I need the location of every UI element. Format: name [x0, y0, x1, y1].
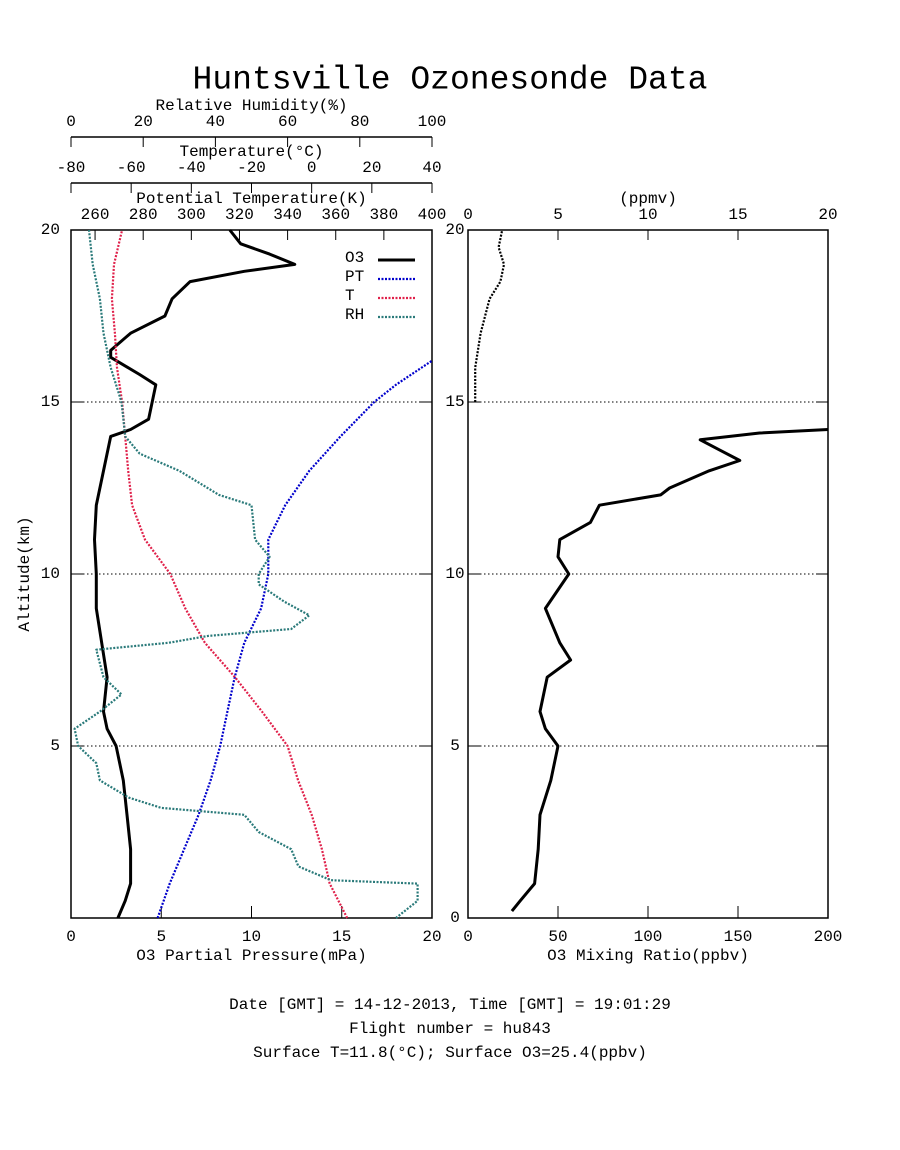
top-tick-label: 360: [321, 206, 350, 224]
top-tick-label: 400: [418, 206, 447, 224]
y-tick-label: 20: [445, 221, 464, 239]
y-tick-label: 15: [445, 393, 464, 411]
y-tick-label: 5: [450, 737, 460, 755]
top-tick-label: 280: [129, 206, 158, 224]
top-tick-label: 300: [177, 206, 206, 224]
top-tick-label: 80: [350, 113, 369, 131]
legend-label: RH: [345, 306, 364, 324]
top-tick-label: 380: [369, 206, 398, 224]
top-tick-label: 100: [418, 113, 447, 131]
top-tick-label: 340: [273, 206, 302, 224]
data-line: [110, 229, 349, 919]
top-tick-label: 260: [81, 206, 110, 224]
x-tick-label: 0: [463, 928, 473, 946]
data-line: [93, 229, 297, 919]
data-line: [474, 229, 506, 402]
top-tick-label: 15: [728, 206, 747, 224]
top-axis-label: Potential Temperature(K): [136, 190, 366, 208]
footer-line: Date [GMT] = 14-12-2013, Time [GMT] = 19…: [229, 996, 671, 1014]
data-line: [73, 229, 419, 919]
x-tick-label: 15: [332, 928, 351, 946]
top-tick-label: -60: [117, 159, 146, 177]
top-tick-label: -40: [177, 159, 206, 177]
top-tick-label: 0: [66, 113, 76, 131]
y-tick-label: 5: [50, 737, 60, 755]
top-tick-label: 60: [278, 113, 297, 131]
top-axis-label: (ppmv): [619, 190, 677, 208]
top-axis-label: Relative Humidity(%): [155, 97, 347, 115]
top-tick-label: 10: [638, 206, 657, 224]
y-tick-label: 10: [41, 565, 60, 583]
y-tick-label: 20: [41, 221, 60, 239]
top-tick-label: 0: [463, 206, 473, 224]
top-axis-label: Temperature(°C): [179, 143, 323, 161]
top-tick-label: 40: [206, 113, 225, 131]
top-tick-label: 320: [225, 206, 254, 224]
x-axis-label: O3 Partial Pressure(mPa): [136, 947, 366, 965]
x-tick-label: 5: [156, 928, 166, 946]
x-tick-label: 50: [548, 928, 567, 946]
y-tick-label: 15: [41, 393, 60, 411]
page-title: Huntsville Ozonesonde Data: [193, 62, 708, 99]
x-tick-label: 100: [634, 928, 663, 946]
top-tick-label: 20: [134, 113, 153, 131]
data-line: [510, 428, 829, 913]
y-tick-label: 10: [445, 565, 464, 583]
legend-label: T: [345, 287, 355, 305]
footer-line: Surface T=11.8(°C); Surface O3=25.4(ppbv…: [253, 1044, 647, 1062]
top-tick-label: -20: [237, 159, 266, 177]
x-tick-label: 200: [814, 928, 843, 946]
footer-line: Flight number = hu843: [349, 1020, 551, 1038]
y-tick-label: 0: [450, 909, 460, 927]
top-tick-label: 20: [818, 206, 837, 224]
x-tick-label: 20: [422, 928, 441, 946]
x-tick-label: 150: [724, 928, 753, 946]
top-tick-label: 40: [422, 159, 441, 177]
x-tick-label: 0: [66, 928, 76, 946]
data-line: [156, 359, 433, 919]
legend-label: O3: [345, 249, 364, 267]
top-tick-label: -80: [57, 159, 86, 177]
x-tick-label: 10: [242, 928, 261, 946]
x-axis-label: O3 Mixing Ratio(ppbv): [547, 947, 749, 965]
top-tick-label: 20: [362, 159, 381, 177]
legend-label: PT: [345, 268, 364, 286]
top-tick-label: 5: [553, 206, 563, 224]
top-tick-label: 0: [307, 159, 317, 177]
y-axis-label: Altitude(km): [16, 516, 34, 631]
